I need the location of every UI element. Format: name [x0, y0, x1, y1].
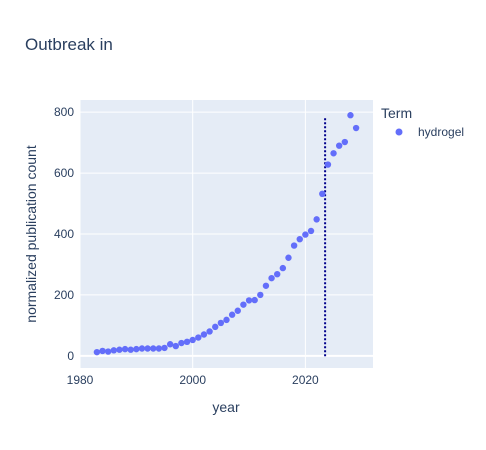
data-point[interactable]: [144, 345, 151, 352]
data-point[interactable]: [200, 331, 208, 338]
legend-item-hydrogel[interactable]: hydrogel: [395, 125, 465, 139]
data-point[interactable]: [206, 328, 213, 335]
data-point[interactable]: [240, 301, 247, 308]
data-point[interactable]: [93, 348, 101, 356]
data-point[interactable]: [347, 112, 354, 119]
x-tick-label: 1980: [67, 373, 94, 387]
y-tick-label: 400: [54, 227, 74, 241]
data-point[interactable]: [138, 345, 146, 352]
data-point[interactable]: [195, 334, 202, 341]
data-point[interactable]: [183, 338, 191, 346]
data-point[interactable]: [341, 138, 349, 146]
x-axis-title: year: [212, 399, 240, 415]
data-point[interactable]: [279, 264, 287, 272]
data-point[interactable]: [121, 345, 129, 353]
data-point[interactable]: [285, 254, 292, 261]
data-point[interactable]: [352, 124, 360, 132]
y-tick-label: 0: [67, 349, 74, 363]
data-point[interactable]: [290, 242, 298, 249]
data-point[interactable]: [257, 291, 264, 299]
data-point[interactable]: [324, 161, 332, 168]
data-point[interactable]: [296, 235, 303, 243]
data-point[interactable]: [319, 190, 326, 197]
data-point[interactable]: [223, 316, 230, 324]
data-point[interactable]: [212, 323, 219, 331]
data-point[interactable]: [161, 344, 168, 352]
x-tick-label: 2020: [292, 373, 319, 387]
data-point[interactable]: [307, 227, 315, 235]
data-point[interactable]: [274, 271, 281, 278]
y-tick-label: 200: [54, 288, 74, 302]
y-tick-label: 800: [54, 105, 74, 119]
data-point[interactable]: [127, 346, 134, 353]
data-point[interactable]: [335, 142, 343, 149]
data-point[interactable]: [166, 341, 174, 348]
data-point[interactable]: [133, 345, 140, 353]
y-tick-label: 600: [54, 166, 74, 180]
data-point[interactable]: [262, 282, 270, 289]
legend-marker: [395, 128, 403, 136]
data-point[interactable]: [110, 347, 118, 354]
data-point[interactable]: [116, 346, 123, 353]
data-point[interactable]: [217, 319, 225, 327]
legend-label: hydrogel: [418, 125, 464, 139]
data-point[interactable]: [189, 336, 196, 344]
data-point[interactable]: [155, 345, 163, 352]
data-point[interactable]: [268, 274, 275, 282]
legend-title: Term: [381, 105, 412, 121]
data-point[interactable]: [251, 296, 258, 304]
data-point[interactable]: [330, 150, 337, 157]
data-point[interactable]: [313, 216, 320, 223]
chart-title: Outbreak in: [25, 35, 113, 54]
data-point[interactable]: [302, 231, 309, 238]
legend: Term hydrogel: [381, 105, 464, 139]
data-point[interactable]: [234, 307, 241, 314]
data-point[interactable]: [178, 339, 185, 347]
data-point[interactable]: [228, 311, 236, 318]
data-point[interactable]: [245, 297, 253, 304]
data-points: [93, 112, 360, 356]
data-point[interactable]: [99, 347, 106, 355]
data-point[interactable]: [172, 342, 179, 350]
data-point[interactable]: [104, 348, 112, 355]
y-axis-title: normalized publication count: [23, 145, 39, 323]
x-tick-label: 2000: [179, 373, 206, 387]
data-point[interactable]: [150, 345, 157, 352]
tick-labels: 0 200 400 600 800 1980 2000 2020: [54, 105, 319, 387]
